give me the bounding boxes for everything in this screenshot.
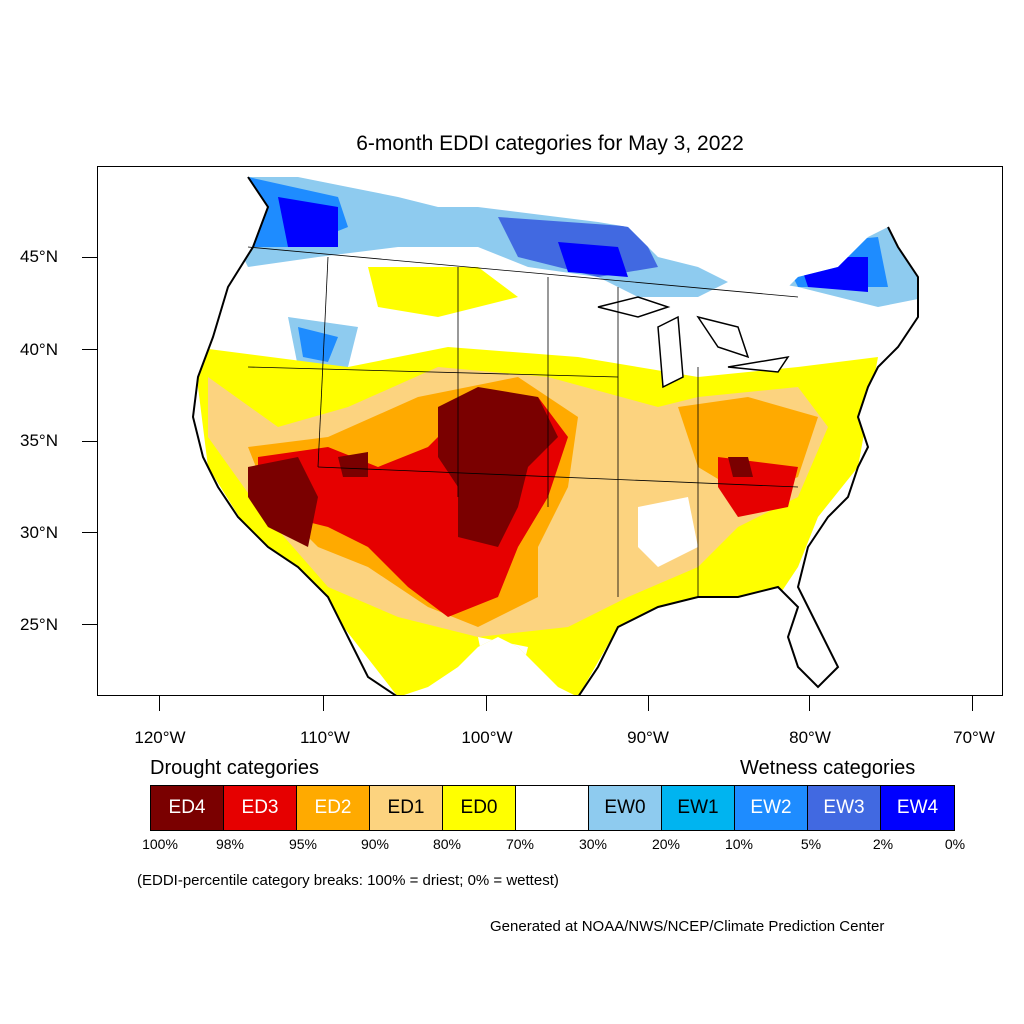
- lon-tick: [486, 696, 487, 711]
- pct-label: 95%: [288, 836, 318, 852]
- lon-label-100: 100°W: [461, 728, 513, 747]
- lat-tick: [82, 624, 97, 625]
- lon-label-110: 110°W: [300, 728, 350, 747]
- lon-label-120: 120°W: [134, 728, 186, 747]
- lat-tick: [82, 532, 97, 533]
- pct-label: 80%: [432, 836, 462, 852]
- drought-heading: Drought categories: [150, 757, 319, 779]
- legend-ew3: EW3: [808, 786, 881, 830]
- lon-tick: [972, 696, 973, 711]
- category-note: (EDDI-percentile category breaks: 100% =…: [137, 872, 559, 889]
- category-legend: ED4 ED3 ED2 ED1 ED0 EW0 EW1 EW2 EW3 EW4: [150, 785, 955, 831]
- pct-label: 2%: [872, 836, 894, 852]
- legend-ew4: EW4: [881, 786, 954, 830]
- legend-ew1: EW1: [662, 786, 735, 830]
- lat-label-40: 40°N: [20, 340, 58, 359]
- pct-label: 20%: [651, 836, 681, 852]
- lat-label-25: 25°N: [20, 615, 58, 634]
- pct-label: 90%: [360, 836, 390, 852]
- lat-tick: [82, 441, 97, 442]
- legend-ed3: ED3: [224, 786, 297, 830]
- lon-tick: [648, 696, 649, 711]
- legend-neutral: [516, 786, 589, 830]
- legend-ed4: ED4: [151, 786, 224, 830]
- pct-label: 5%: [800, 836, 822, 852]
- pct-label: 30%: [578, 836, 608, 852]
- pct-label: 10%: [724, 836, 754, 852]
- legend-ed1: ED1: [370, 786, 443, 830]
- lat-label-45: 45°N: [20, 247, 58, 266]
- credit-line: Generated at NOAA/NWS/NCEP/Climate Predi…: [490, 918, 885, 935]
- map-title: 6-month EDDI categories for May 3, 2022: [356, 132, 744, 155]
- lon-tick: [809, 696, 810, 711]
- legend-ew0: EW0: [589, 786, 662, 830]
- pct-label: 70%: [505, 836, 535, 852]
- eddi-map: [191, 176, 919, 695]
- pct-label: 0%: [944, 836, 966, 852]
- map-frame: [97, 166, 1003, 696]
- legend-ed0: ED0: [443, 786, 516, 830]
- pct-label: 98%: [215, 836, 245, 852]
- lon-label-80: 80°W: [789, 728, 831, 747]
- lat-label-35: 35°N: [20, 431, 58, 450]
- lon-label-70: 70°W: [953, 728, 995, 747]
- lon-label-90: 90°W: [627, 728, 669, 747]
- legend-ed2: ED2: [297, 786, 370, 830]
- lon-tick: [159, 696, 160, 711]
- pct-label: 100%: [142, 836, 178, 852]
- lat-label-30: 30°N: [20, 523, 58, 542]
- lat-tick: [82, 349, 97, 350]
- lat-tick: [82, 257, 97, 258]
- wetness-heading: Wetness categories: [740, 757, 916, 779]
- legend-ew2: EW2: [735, 786, 808, 830]
- lon-tick: [323, 696, 324, 711]
